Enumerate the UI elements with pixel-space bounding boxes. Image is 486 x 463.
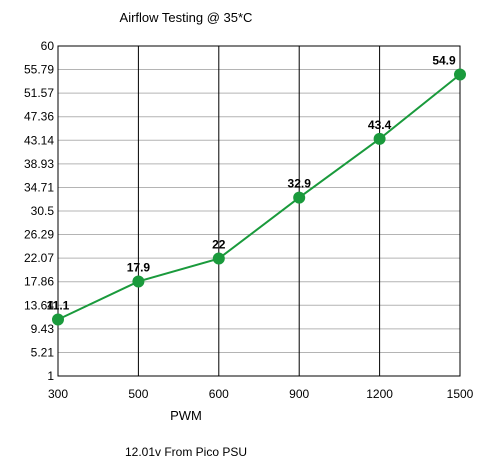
series-line	[57, 73, 461, 321]
x-tick-label: 600	[209, 387, 229, 401]
y-tick-labels: 1 5.21 9.43 13.64 17.86 22.07 26.29 30.5 34.71 38…	[24, 39, 54, 383]
data-label: 32.9	[288, 177, 312, 191]
y-tick-label: 13.64	[24, 298, 54, 312]
plot-frame	[57, 45, 461, 377]
x-tick-labels: 300 500 600 900 1200 1500	[48, 387, 474, 401]
x-tick-label: 300	[48, 387, 68, 401]
data-label: 17.9	[127, 260, 151, 274]
data-point	[293, 191, 306, 204]
y-tick-label: 60	[41, 39, 55, 53]
data-point	[132, 275, 145, 288]
y-tick-label: 43.14	[24, 133, 54, 147]
data-label: 22	[212, 238, 226, 252]
x-axis-label: PWM	[170, 408, 202, 423]
y-tick-label: 55.79	[24, 63, 54, 77]
y-tick-label: 1	[47, 369, 54, 383]
y-tick-label: 17.86	[24, 275, 54, 289]
y-tick-label: 47.36	[24, 110, 54, 124]
y-tick-label: 38.93	[24, 157, 54, 171]
y-tick-label: 34.71	[24, 180, 54, 194]
y-tick-label: 51.57	[24, 86, 54, 100]
data-point	[212, 252, 225, 265]
grid	[58, 45, 460, 376]
data-label: 43.4	[368, 118, 392, 132]
chart-title: Airflow Testing @ 35*C	[120, 10, 253, 25]
x-tick-label: 1200	[366, 387, 393, 401]
x-tick-label: 500	[128, 387, 148, 401]
x-tick-label: 900	[289, 387, 309, 401]
y-tick-label: 26.29	[24, 228, 54, 242]
axes	[57, 45, 461, 377]
data-point	[454, 68, 466, 81]
series	[52, 68, 466, 326]
data-labels: 11.1 17.9 22 32.9 43.4 54.9	[47, 54, 456, 313]
data-label: 54.9	[432, 54, 456, 68]
data-point	[373, 132, 386, 145]
x-tick-label: 1500	[447, 387, 474, 401]
y-tick-label: 22.07	[24, 251, 54, 265]
data-point	[52, 313, 64, 326]
footnote: 12.01v From Pico PSU	[125, 445, 247, 459]
data-label: 11.1	[47, 299, 70, 313]
y-tick-label: 30.5	[31, 204, 55, 218]
y-tick-label: 5.21	[31, 345, 55, 359]
y-tick-label: 9.43	[31, 322, 55, 336]
